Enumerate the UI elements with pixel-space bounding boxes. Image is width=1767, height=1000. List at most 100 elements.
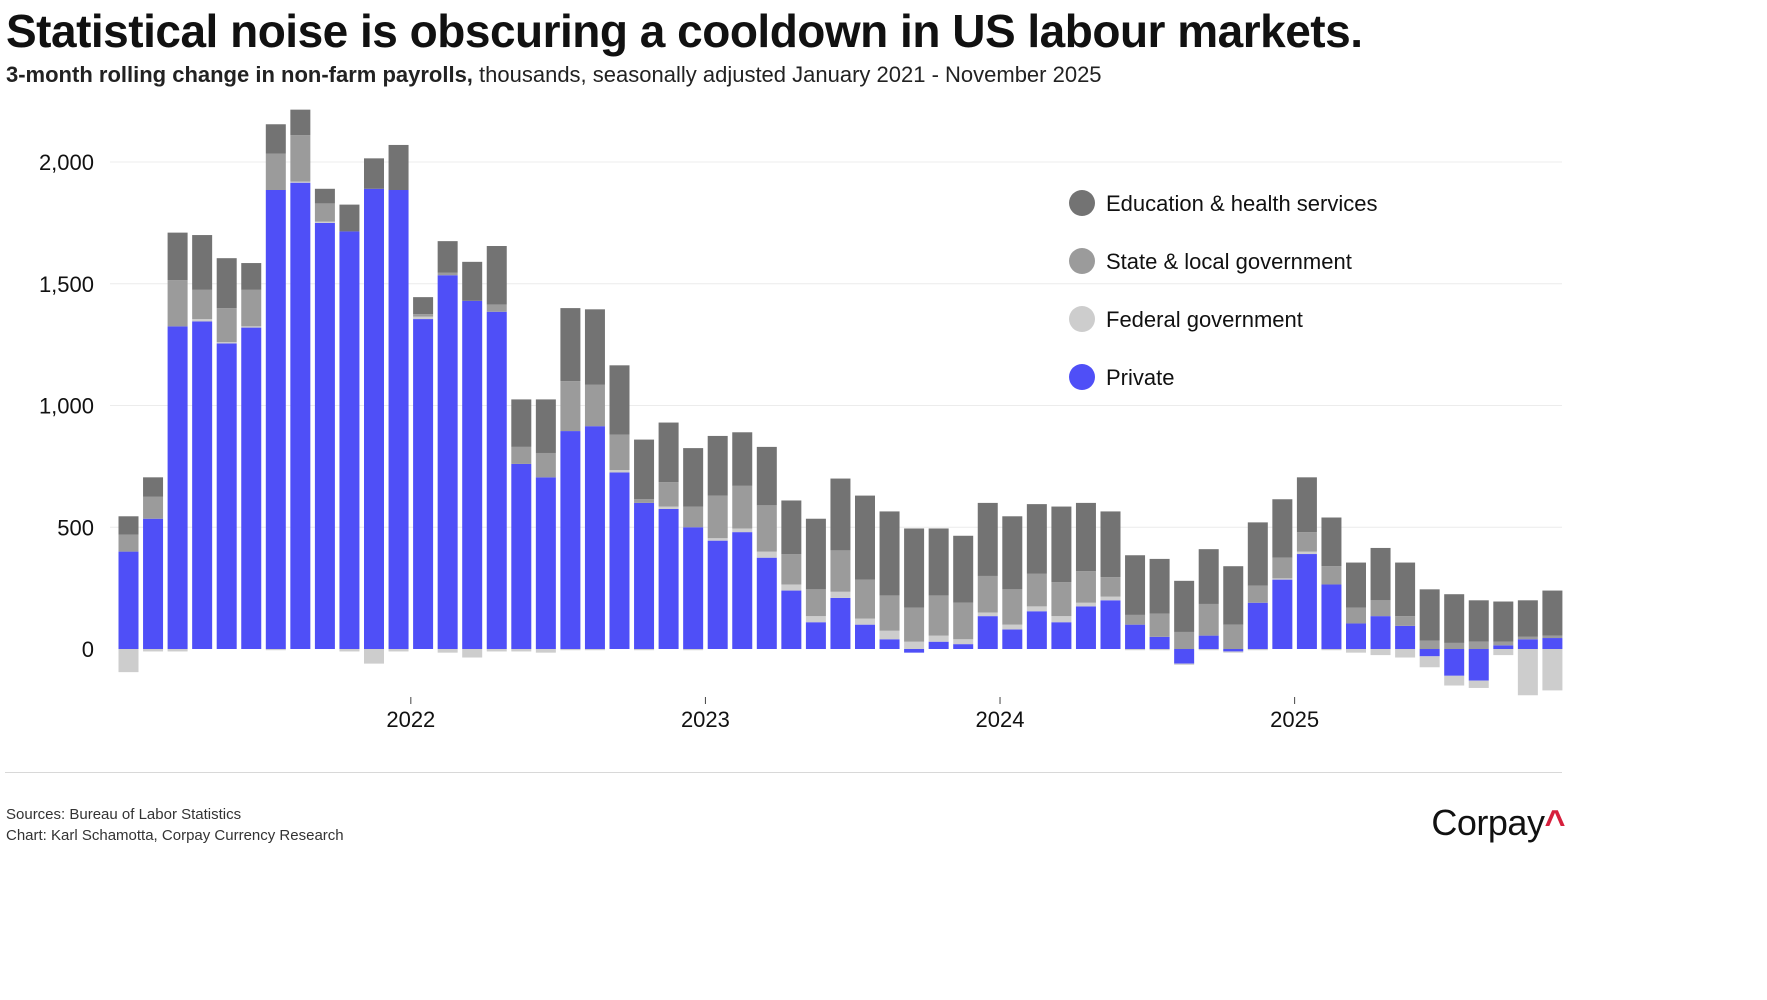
bar-segment-education-health — [1493, 601, 1514, 642]
y-tick-label: 0 — [82, 637, 94, 662]
legend-label: Education & health services — [1106, 191, 1378, 216]
bar-segment-private — [904, 649, 925, 653]
bar-segment-federal — [290, 181, 311, 183]
bar-segment-state-local — [756, 505, 777, 552]
x-tick-label: 2023 — [681, 707, 730, 732]
bar-segment-state-local — [535, 452, 556, 478]
bar-segment-education-health — [290, 109, 311, 136]
bar-segment-state-local — [560, 381, 581, 432]
bar-segment-state-local — [805, 589, 826, 617]
bar-segment-federal — [1272, 578, 1293, 580]
bar-segment-federal — [413, 316, 434, 320]
bar-segment-private — [855, 624, 875, 649]
bar-segment-private — [1198, 635, 1219, 649]
bar-segment-education-health — [928, 528, 949, 596]
bar-segment-education-health — [1395, 562, 1416, 617]
bar-segment-education-health — [781, 500, 802, 555]
bar-segment-education-health — [1247, 522, 1268, 586]
bar-segment-education-health — [805, 518, 826, 590]
bar-segment-private — [560, 431, 581, 649]
bar-segment-private — [805, 622, 826, 650]
bar-segment-state-local — [1174, 631, 1195, 649]
bar-segment-state-local — [1468, 641, 1489, 649]
bar-segment-education-health — [904, 528, 925, 608]
bar-segment-private — [413, 319, 434, 649]
bar-segment-education-health — [879, 511, 900, 596]
bar-segment-private — [1493, 645, 1514, 649]
bar-segment-state-local — [1272, 557, 1293, 579]
bar-segment-state-local — [609, 434, 630, 471]
bar-segment-education-health — [1002, 516, 1023, 590]
bar-segment-state-local — [1419, 640, 1440, 649]
bar-segment-federal — [1247, 649, 1268, 651]
logo-text: Corpay — [1431, 802, 1545, 843]
bar-segment-federal — [830, 591, 851, 598]
bar-segment-state-local — [1125, 614, 1146, 625]
bar-segment-private — [977, 616, 998, 649]
bar-segment-education-health — [683, 448, 704, 507]
bar-segment-state-local — [1444, 642, 1465, 649]
bar-segment-education-health — [1296, 477, 1317, 533]
bar-segment-private — [1419, 649, 1440, 657]
bar-segment-state-local — [314, 203, 335, 222]
subtitle-rest: thousands, seasonally adjusted January 2… — [472, 62, 1102, 87]
bar-segment-federal — [1395, 649, 1416, 658]
bar-segment-education-health — [1051, 506, 1072, 583]
bar-segment-state-local — [241, 289, 262, 327]
bar-segment-state-local — [732, 485, 753, 529]
bar-segment-private — [584, 426, 605, 649]
bar-segment-state-local — [977, 575, 998, 613]
bar-segment-education-health — [1370, 547, 1391, 601]
bar-segment-private — [634, 502, 655, 649]
bar-segment-state-local — [1370, 600, 1391, 617]
bar-segment-education-health — [511, 399, 532, 447]
bar-segment-education-health — [1419, 589, 1440, 641]
bar-segment-state-local — [1517, 636, 1538, 640]
bar-segment-state-local — [118, 534, 139, 552]
bar-segment-private — [683, 527, 704, 649]
bar-segment-federal — [143, 649, 164, 652]
bar-segment-federal — [1223, 651, 1244, 653]
bar-segment-education-health — [1321, 517, 1342, 567]
bar-segment-federal — [1174, 663, 1195, 665]
bar-segment-state-local — [1051, 582, 1072, 617]
bar-segment-state-local — [1075, 571, 1096, 603]
bar-segment-state-local — [1542, 635, 1563, 639]
x-axis: 2022 2023 2024 2025 — [386, 697, 1319, 732]
bar-segment-state-local — [683, 506, 704, 528]
bar-segment-state-local — [830, 550, 851, 592]
bar-segment-education-health — [953, 535, 974, 603]
bar-segment-federal — [1051, 616, 1072, 623]
bar-segment-private — [364, 188, 384, 650]
bar-segment-state-local — [1002, 589, 1023, 625]
bar-segment-federal — [928, 635, 949, 642]
bar-segment-education-health — [462, 261, 483, 301]
sources-note: Sources: Bureau of Labor Statistics — [6, 806, 242, 823]
bar-segment-private — [290, 182, 311, 649]
bar-segment-federal — [437, 649, 458, 653]
bar-segment-private — [781, 590, 802, 649]
bar-segment-federal — [805, 616, 826, 623]
bar-segment-private — [1075, 606, 1096, 649]
bar-segment-private — [535, 477, 556, 649]
bar-segment-state-local — [584, 384, 605, 427]
bar-segment-state-local — [486, 304, 507, 312]
bar-segment-federal — [707, 538, 728, 541]
bar-segment-federal — [265, 649, 286, 651]
bar-segment-federal — [584, 649, 605, 651]
bar-segment-state-local — [192, 289, 213, 320]
bar-segment-private — [1517, 639, 1538, 649]
bar-segment-federal — [1542, 649, 1563, 691]
x-tick-label: 2022 — [386, 707, 435, 732]
bar-segment-federal — [1100, 596, 1121, 601]
bar-segment-education-health — [535, 399, 556, 453]
bar-segment-private — [437, 275, 458, 649]
bar-segment-private — [1468, 649, 1489, 681]
bar-segment-federal — [339, 649, 360, 652]
bar-segment-education-health — [1026, 504, 1047, 574]
bar-segment-education-health — [339, 204, 360, 232]
bar-segment-federal — [314, 221, 335, 223]
bar-segment-private — [879, 639, 900, 649]
bar-segment-private — [756, 557, 777, 649]
bar-segment-education-health — [1149, 558, 1170, 614]
